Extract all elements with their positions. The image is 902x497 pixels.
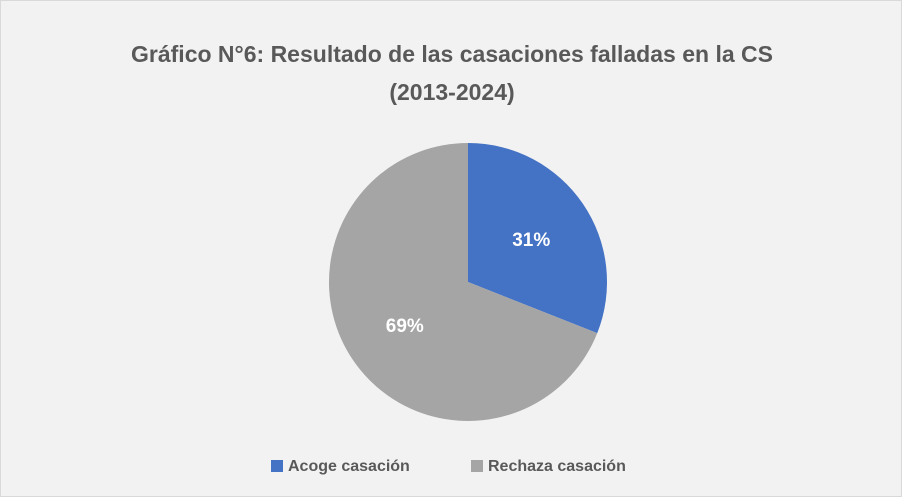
legend-swatch [471, 460, 483, 472]
pie-slice [329, 143, 598, 421]
chart-title: Gráfico N°6: Resultado de las casaciones… [131, 41, 773, 105]
data-label: 69% [386, 316, 424, 337]
legend-label: Acoge casación [288, 458, 410, 475]
legend-swatch [271, 460, 283, 472]
data-label: 31% [512, 230, 550, 251]
legend-label: Rechaza casación [488, 458, 626, 475]
pie-slice [468, 143, 607, 334]
